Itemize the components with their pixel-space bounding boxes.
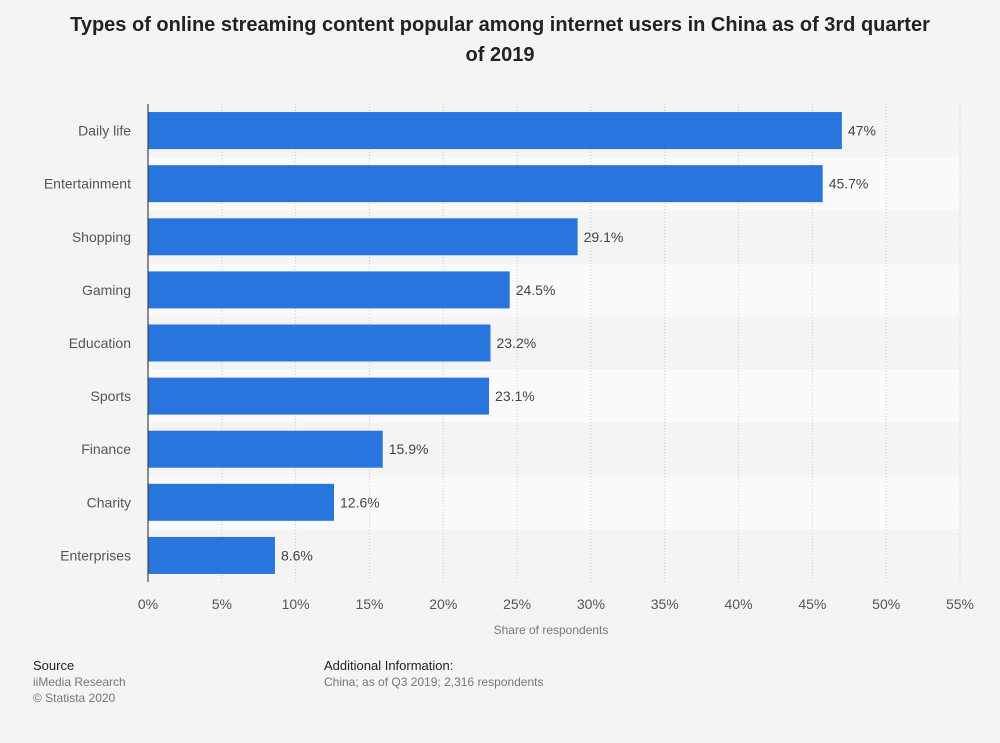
bar-enterprises	[148, 536, 275, 574]
copyright: © Statista 2020	[33, 691, 116, 705]
tick-label: 15%	[355, 596, 383, 612]
bar-sports	[148, 377, 490, 415]
value-label: 12.6%	[340, 494, 380, 510]
tick-label: 40%	[725, 596, 753, 612]
tick-label: 30%	[577, 596, 605, 612]
value-label: 45.7%	[829, 176, 869, 192]
x-axis-title: Share of respondents	[494, 623, 609, 637]
bar-charity	[148, 483, 335, 521]
category-label: Shopping	[72, 229, 131, 245]
tick-label: 10%	[282, 596, 310, 612]
bar-finance	[148, 430, 383, 468]
value-label: 23.1%	[495, 388, 535, 404]
bar-shopping	[148, 218, 578, 256]
info-text: China; as of Q3 2019; 2,316 respondents	[324, 675, 544, 689]
tick-label: 50%	[872, 596, 900, 612]
bar-daily-life	[148, 112, 842, 150]
value-label: 8.6%	[281, 547, 313, 563]
category-label: Enterprises	[60, 547, 131, 563]
additional-info-block: Additional Information: China; as of Q3 …	[324, 658, 544, 690]
category-label: Daily life	[78, 123, 131, 139]
chart-title: Types of online streaming content popula…	[70, 14, 930, 66]
category-label: Education	[69, 335, 131, 351]
bar-gaming	[148, 271, 510, 309]
value-label: 15.9%	[389, 441, 429, 457]
source-heading: Source	[33, 658, 75, 673]
value-label: 23.2%	[497, 335, 537, 351]
source-name: iiMedia Research	[33, 675, 126, 689]
category-label: Sports	[91, 388, 131, 404]
tick-label: 0%	[138, 596, 158, 612]
row-band	[148, 528, 960, 582]
category-label: Finance	[81, 441, 131, 457]
value-label: 24.5%	[516, 282, 556, 298]
category-label: Charity	[87, 494, 131, 510]
bar-education	[148, 324, 491, 362]
tick-label: 20%	[429, 596, 457, 612]
bar-chart: Daily life 47% Entertainment 45.7% Shopping 2…	[44, 104, 974, 637]
value-label: 47%	[848, 123, 876, 139]
category-label: Entertainment	[44, 176, 131, 192]
tick-label: 55%	[946, 596, 974, 612]
tick-label: 5%	[212, 596, 232, 612]
tick-label: 35%	[651, 596, 679, 612]
tick-label: 25%	[503, 596, 531, 612]
tick-label: 45%	[798, 596, 826, 612]
value-label: 29.1%	[584, 229, 624, 245]
bar-entertainment	[148, 165, 823, 203]
info-heading: Additional Information:	[324, 658, 454, 673]
source-block: Source iiMedia Research © Statista 2020	[33, 658, 126, 706]
category-label: Gaming	[82, 282, 131, 298]
